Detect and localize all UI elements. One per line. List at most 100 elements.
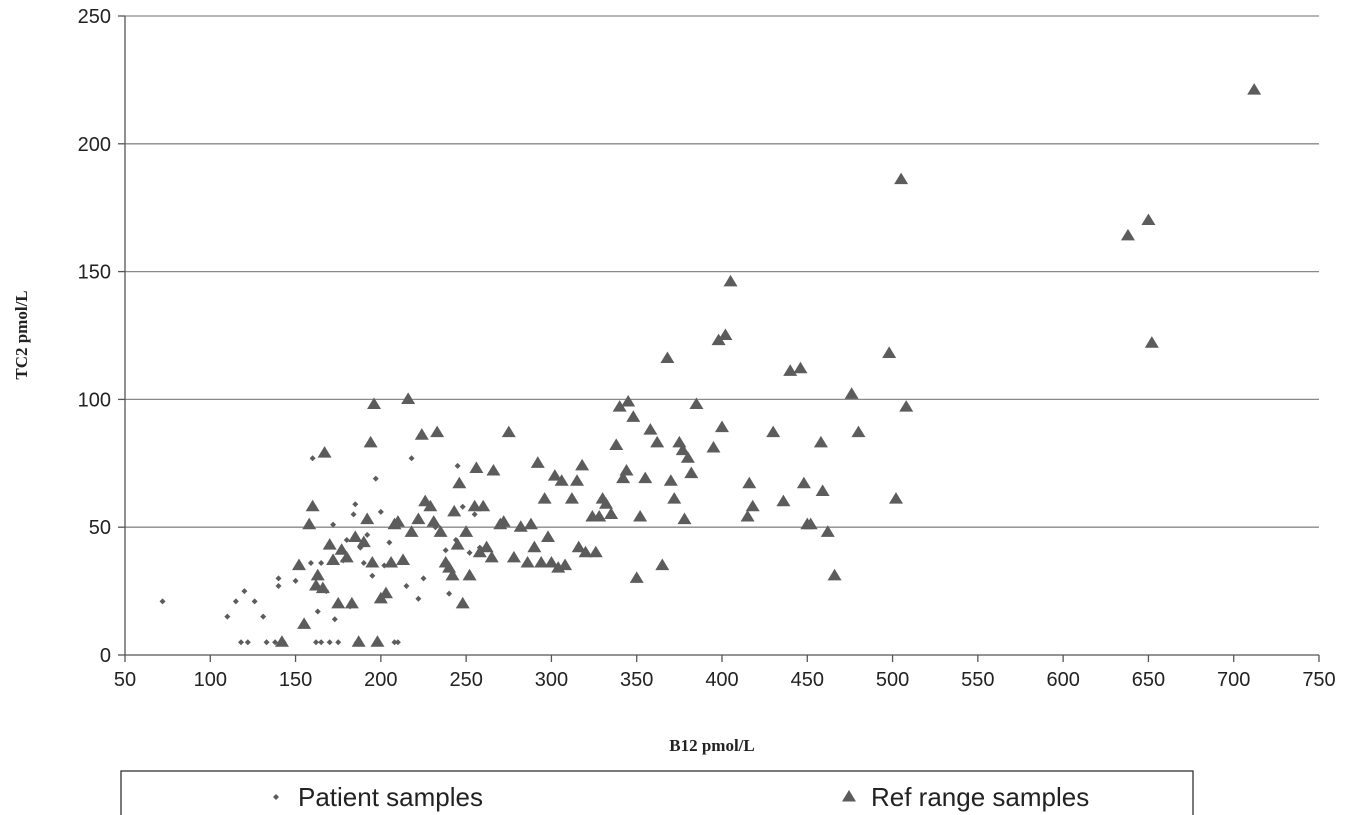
x-tick-label: 750 [1302,669,1335,691]
ref-range-sample-point [426,515,441,527]
patient-sample-point [309,455,316,462]
ref-range-sample-point [367,397,382,410]
ref-range-sample-point [570,474,585,486]
ref-range-sample-point [803,517,818,530]
ref-range-sample-point [740,509,755,522]
ref-range-sample-point [827,568,842,581]
patient-sample-point [318,559,325,566]
ref-range-sample-point [554,474,569,486]
patient-sample-point [275,582,282,589]
x-tick-label: 450 [791,669,824,691]
ref-range-sample-point [558,558,573,571]
ref-range-sample-point [356,535,371,548]
patient-sample-point [335,639,342,646]
x-tick-label: 600 [1046,669,1079,691]
ref-range-sample-point [363,435,378,448]
ref-range-sample-point [523,517,538,530]
ref-range-sample-point [414,428,429,440]
patient-sample-point [420,575,427,582]
legend-marker-diamond [273,794,279,800]
ref-range-sample-point [718,328,733,341]
ref-range-sample-point [680,451,695,463]
patient-sample-point [386,539,393,546]
axes [118,15,1320,662]
patient-sample-point [159,598,166,605]
ref-range-sample-point [578,545,593,558]
ref-range-sample-point [334,543,349,555]
patient-sample-point [403,582,410,589]
ref-range-sample-point [339,550,354,563]
ref-range-sample-point [310,568,325,581]
x-tick-label: 100 [194,669,227,691]
legend-item: Patient samples [273,782,483,812]
ref-range-sample-point [378,586,393,599]
x-axis-label: B12 pmol/L [669,736,755,755]
patient-sample-point [263,639,270,646]
ref-range-sample-point [619,463,634,476]
ref-range-sample-point [547,469,562,481]
patient-sample-point [241,588,248,595]
ref-range-sample-point [599,497,614,509]
patient-sample-point [260,613,267,620]
y-axis-label: TC2 pmol/L [12,290,31,379]
patient-sample-point [415,595,422,602]
ref-range-sample-point [575,458,590,471]
series-ref-range-samples [274,83,1262,647]
ref-range-sample-point [544,555,559,568]
ref-range-sample-point [297,617,312,629]
patient-sample-point [313,639,320,646]
ref-range-sample-point [469,461,484,473]
ref-range-sample-point [479,540,494,553]
ref-range-sample-point [472,545,487,558]
legend-box [120,770,1194,815]
ref-range-sample-point [459,525,474,537]
x-tick-labels: 50 100 150 200 250 300 350 400 450 500 550 600 650 70… [114,669,1336,691]
y-tick-label: 50 [89,517,111,539]
x-tick-label: 500 [876,669,909,691]
ref-range-sample-point [684,466,699,479]
patient-sample-point [446,590,453,597]
ref-range-sample-point [462,568,477,581]
ref-range-sample-point [404,525,419,537]
ref-range-sample-point [899,400,914,412]
x-tick-label: 350 [620,669,653,691]
patient-sample-point [352,501,359,508]
ref-range-sample-point [888,492,903,504]
ref-range-sample-point [317,446,332,458]
ref-range-sample-point [616,471,631,484]
ref-range-sample-point [344,596,359,609]
ref-range-sample-point [793,361,808,374]
patient-sample-point [314,608,321,615]
x-tick-label: 400 [705,669,738,691]
ref-range-sample-point [672,435,687,448]
ref-range-sample-point [455,596,470,609]
x-tick-label: 550 [961,669,994,691]
ref-range-sample-point [486,463,501,476]
ref-range-sample-point [433,525,448,537]
patient-sample-point [331,616,338,623]
ref-range-sample-point [302,517,317,530]
patient-sample-point [364,531,371,538]
ref-range-sample-point [423,499,438,512]
patient-sample-point [251,598,258,605]
data-points [159,83,1262,647]
ref-range-sample-point [588,545,603,558]
patient-sample-point [330,521,337,528]
ref-range-sample-point [291,558,306,571]
ref-range-sample-point [348,530,363,542]
ref-range-sample-point [447,504,462,517]
ref-range-sample-point [815,484,830,496]
ref-range-sample-point [331,596,346,609]
x-tick-label: 300 [535,669,568,691]
ref-range-sample-point [723,274,738,287]
legend-marker-triangle [842,790,856,802]
patient-sample-point [360,559,367,566]
legend: Patient samples Ref range samples [120,770,1194,815]
ref-range-sample-point [783,364,798,376]
patient-sample-point [272,639,279,646]
patient-sample-point [343,536,350,543]
ref-range-sample-point [370,635,385,647]
ref-range-sample-point [513,520,528,532]
ref-range-sample-point [689,397,704,410]
ref-range-sample-point [450,538,465,550]
